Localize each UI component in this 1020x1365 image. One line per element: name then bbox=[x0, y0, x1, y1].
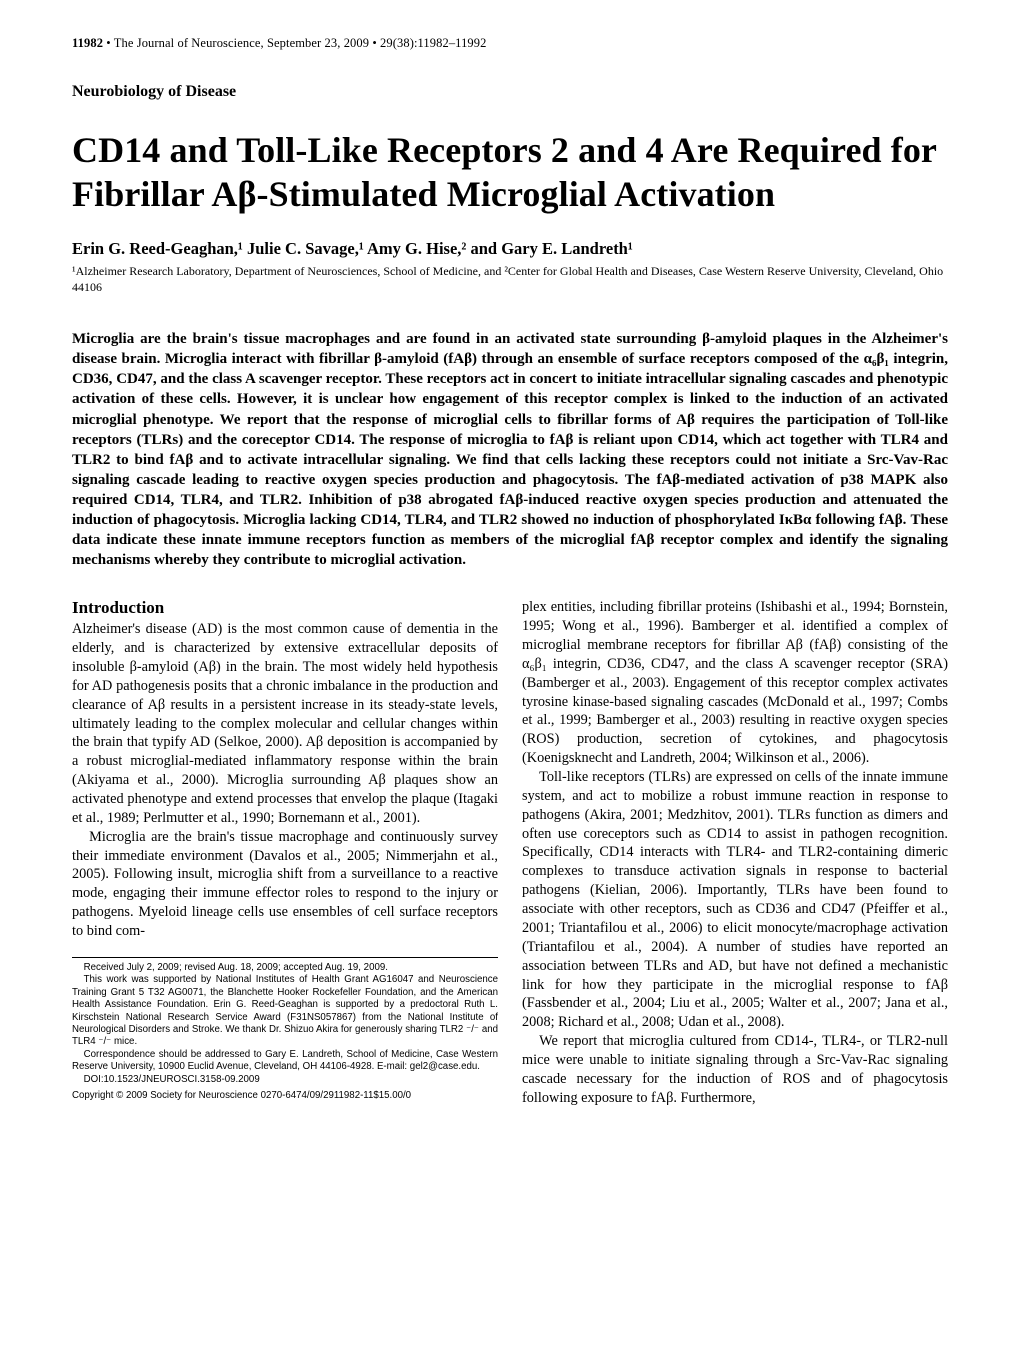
footnote-funding: This work was supported by National Inst… bbox=[72, 974, 498, 1048]
left-column: Introduction Alzheimer's disease (AD) is… bbox=[72, 598, 498, 1107]
running-head-sep2: • bbox=[372, 36, 380, 50]
footnotes-block: Received July 2, 2009; revised Aug. 18, … bbox=[72, 957, 498, 1102]
right-paragraph-1: plex entities, including fibrillar prote… bbox=[522, 598, 948, 768]
affiliations: ¹Alzheimer Research Laboratory, Departme… bbox=[72, 263, 948, 295]
journal-page: 11982 • The Journal of Neuroscience, Sep… bbox=[0, 0, 1020, 1365]
article-title: CD14 and Toll-Like Receptors 2 and 4 Are… bbox=[72, 129, 948, 217]
section-label: Neurobiology of Disease bbox=[72, 83, 948, 101]
two-column-body: Introduction Alzheimer's disease (AD) is… bbox=[72, 598, 948, 1107]
right-paragraph-2: Toll-like receptors (TLRs) are expressed… bbox=[522, 768, 948, 1032]
intro-paragraph-1: Alzheimer's disease (AD) is the most com… bbox=[72, 620, 498, 827]
running-head-sep1: • bbox=[106, 36, 113, 50]
right-column: plex entities, including fibrillar prote… bbox=[522, 598, 948, 1107]
journal-name-date: The Journal of Neuroscience, September 2… bbox=[114, 36, 369, 50]
footnote-copyright: Copyright © 2009 Society for Neuroscienc… bbox=[72, 1090, 498, 1102]
abstract: Microglia are the brain's tissue macroph… bbox=[72, 329, 948, 570]
vol-issue-pages: 29(38):11982–11992 bbox=[380, 36, 486, 50]
page-number: 11982 bbox=[72, 36, 103, 50]
right-paragraph-3: We report that microglia cultured from C… bbox=[522, 1032, 948, 1107]
running-head: 11982 • The Journal of Neuroscience, Sep… bbox=[72, 36, 948, 51]
footnote-doi: DOI:10.1523/JNEUROSCI.3158-09.2009 bbox=[72, 1074, 498, 1086]
intro-paragraph-2: Microglia are the brain's tissue macroph… bbox=[72, 828, 498, 941]
introduction-heading: Introduction bbox=[72, 598, 498, 618]
footnote-received: Received July 2, 2009; revised Aug. 18, … bbox=[72, 962, 498, 974]
author-list: Erin G. Reed-Geaghan,¹ Julie C. Savage,¹… bbox=[72, 239, 948, 259]
footnote-correspondence: Correspondence should be addressed to Ga… bbox=[72, 1049, 498, 1074]
